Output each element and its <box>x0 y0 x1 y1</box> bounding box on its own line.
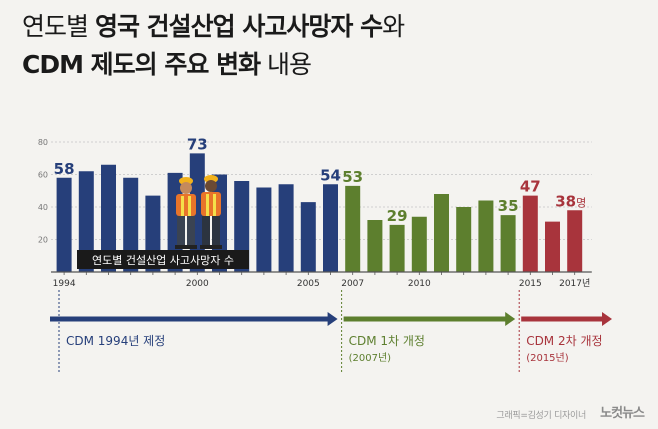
era-label: CDM 1차 개정 <box>349 334 425 348</box>
bar <box>234 181 250 272</box>
workers-illustration <box>175 175 222 249</box>
bar <box>367 220 383 272</box>
chart-title-badge: 연도별 건설산업 사고사망자 수 <box>77 250 249 269</box>
x-tick-label: 2007 <box>341 279 364 289</box>
worker-icon <box>200 175 222 249</box>
page-title-line1: 연도별 영국 건설산업 사고사망자 수와 <box>22 12 405 42</box>
y-tick-label: 60 <box>38 171 48 180</box>
data-label: 38명 <box>555 192 586 210</box>
data-label: 29 <box>387 207 408 225</box>
x-tick-label: 1994 <box>53 279 76 289</box>
data-label: 58 <box>54 160 75 178</box>
era-arrow-head <box>602 312 612 326</box>
page-title-line2: CDM 제도의 주요 변화 내용 <box>22 50 312 80</box>
x-tick-label: 2010 <box>408 279 431 289</box>
grid-lines: 20 40 60 80 <box>38 138 592 245</box>
bar <box>300 202 316 272</box>
era-timeline: CDM 1994년 제정 CDM 1차 개정 (2007년) CDM 2차 개정 (20… <box>50 290 612 372</box>
data-label: 35 <box>498 197 519 215</box>
x-tick-label: 2000 <box>186 279 209 289</box>
bar <box>456 207 472 272</box>
data-label: 54 <box>320 166 341 184</box>
bar <box>411 216 427 272</box>
bar <box>256 187 272 272</box>
graphic-credit: 그래픽=김성기 디자이너 <box>496 411 586 421</box>
title-highlight: 영국 건설산업 사고사망자 수 <box>94 12 383 41</box>
title-suffix: 와 <box>382 12 405 41</box>
era-arrow-head <box>327 312 338 326</box>
era-sublabel: (2007년) <box>349 352 392 364</box>
y-tick-label: 20 <box>38 236 48 245</box>
era-sublabel: (2015년) <box>526 352 569 364</box>
bar <box>78 171 94 272</box>
x-tick-label: 2017년 <box>559 278 590 289</box>
y-tick-label: 40 <box>38 203 48 212</box>
bar <box>500 215 516 272</box>
bar <box>545 221 560 272</box>
era-arrow-head <box>505 312 516 326</box>
era-label: CDM 2차 개정 <box>526 334 602 348</box>
era-label: CDM 1994년 제정 <box>66 334 165 348</box>
x-tick-label: 2015 <box>519 279 542 289</box>
x-axis: 1994 2000 2005 2007 2010 2015 2017년 <box>51 271 592 289</box>
bar <box>56 177 72 272</box>
data-label-unit: 명 <box>576 196 586 209</box>
bar <box>345 185 361 272</box>
bar <box>478 200 494 272</box>
x-tick-label: 2005 <box>297 279 320 289</box>
bar <box>101 164 116 272</box>
badge-background <box>77 250 249 269</box>
bar <box>522 195 538 272</box>
bar <box>123 177 139 272</box>
bar <box>389 224 405 272</box>
title-prefix: 연도별 <box>22 12 95 41</box>
badge-text: 연도별 건설산업 사고사망자 수 <box>92 254 234 267</box>
publisher-logo: 노컷뉴스 <box>600 406 645 421</box>
subtitle-highlight: CDM 제도의 주요 변화 <box>22 50 261 79</box>
bar <box>323 184 338 272</box>
data-label: 53 <box>342 168 363 186</box>
data-label: 47 <box>520 178 541 196</box>
bar <box>434 194 449 272</box>
data-label: 73 <box>187 135 208 153</box>
worker-icon <box>175 177 197 249</box>
bar <box>278 184 294 272</box>
y-tick-label: 80 <box>38 138 48 147</box>
subtitle-suffix: 내용 <box>260 50 312 79</box>
bar <box>567 210 583 272</box>
